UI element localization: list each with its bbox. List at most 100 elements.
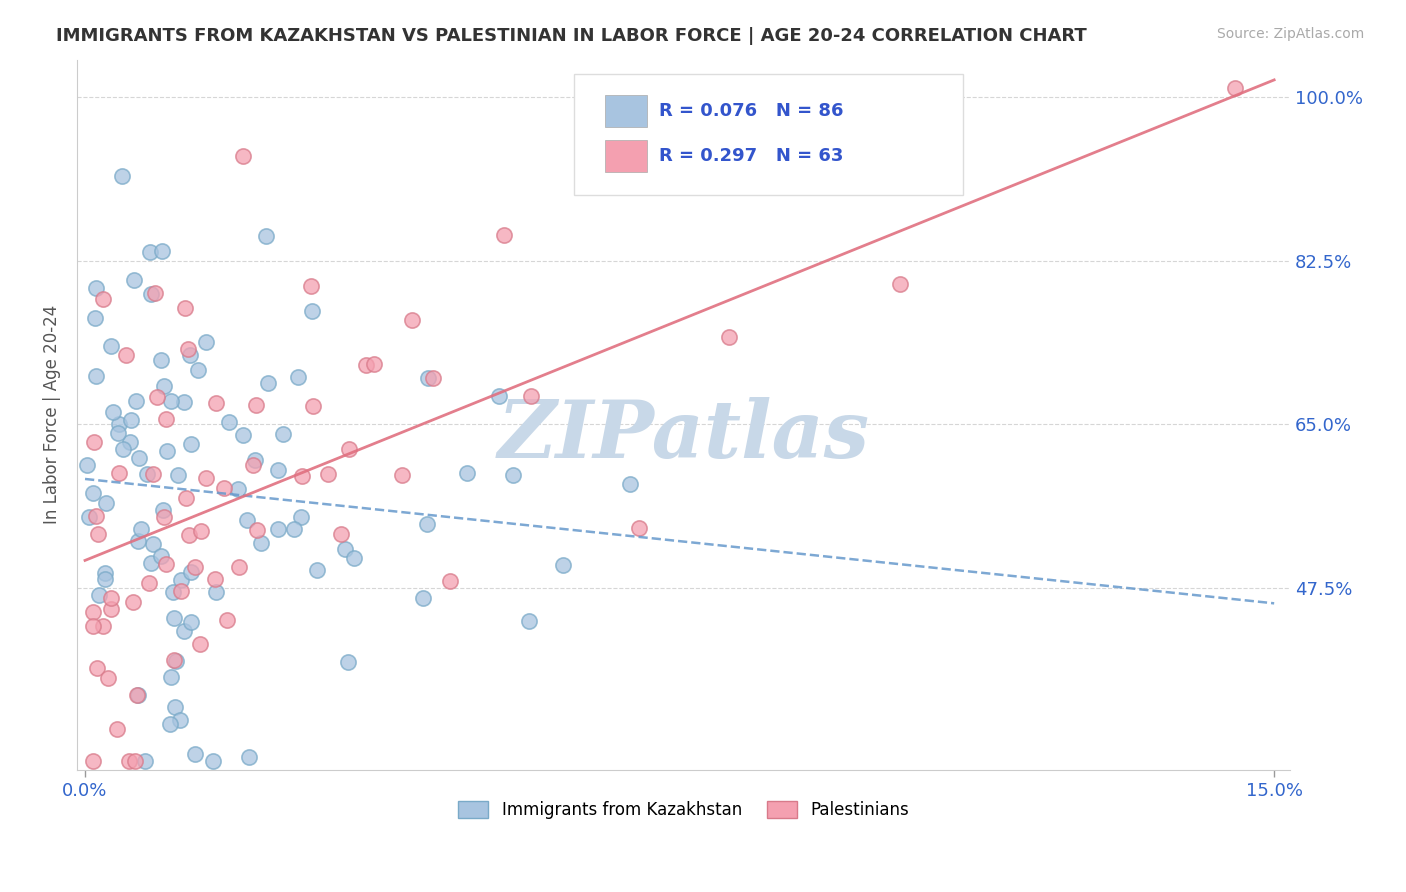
Point: [139, 556, 162, 570]
Point: [553, 558, 575, 572]
Point: [111, 169, 134, 183]
Point: [337, 442, 360, 456]
Point: [202, 754, 225, 768]
Point: [204, 573, 226, 587]
Point: [245, 398, 267, 412]
Point: [283, 522, 305, 536]
Point: [195, 335, 218, 350]
Point: [173, 301, 195, 315]
Point: [153, 379, 176, 393]
Point: [94, 573, 117, 587]
Point: [257, 376, 280, 390]
Point: [86, 661, 108, 675]
Text: R = 0.297   N = 63: R = 0.297 N = 63: [659, 146, 844, 164]
Point: [488, 389, 510, 403]
Point: [302, 399, 325, 413]
Point: [76, 458, 98, 473]
Point: [290, 469, 312, 483]
Point: [82, 486, 104, 500]
Legend: Immigrants from Kazakhstan, Palestinians: Immigrants from Kazakhstan, Palestinians: [451, 794, 915, 826]
Point: [336, 655, 359, 669]
Point: [333, 541, 356, 556]
Point: [236, 513, 259, 527]
Point: [416, 370, 439, 384]
Point: [1223, 80, 1246, 95]
Point: [127, 688, 149, 702]
Point: [628, 520, 651, 534]
Point: [163, 700, 186, 714]
Point: [190, 524, 212, 539]
Point: [108, 417, 131, 431]
Point: [170, 584, 193, 599]
Point: [717, 329, 740, 343]
Point: [83, 434, 105, 449]
Point: [150, 549, 173, 563]
Point: [184, 747, 207, 761]
Point: [114, 348, 136, 362]
Point: [120, 413, 142, 427]
Bar: [605, 139, 647, 172]
Point: [155, 557, 177, 571]
Point: [163, 653, 186, 667]
Point: [145, 390, 167, 404]
Point: [179, 348, 201, 362]
Point: [107, 426, 129, 441]
Point: [226, 482, 249, 496]
Point: [91, 292, 114, 306]
Point: [77, 510, 100, 524]
Text: IMMIGRANTS FROM KAZAKHSTAN VS PALESTINIAN IN LABOR FORCE | AGE 20-24 CORRELATION: IMMIGRANTS FROM KAZAKHSTAN VS PALESTINIA…: [56, 27, 1087, 45]
Point: [416, 517, 439, 532]
Point: [94, 566, 117, 581]
Point: [150, 244, 173, 259]
Bar: [605, 95, 647, 127]
Point: [118, 754, 141, 768]
Text: ZIPatlas: ZIPatlas: [498, 397, 870, 475]
Point: [166, 468, 188, 483]
Point: [118, 435, 141, 450]
Point: [218, 416, 240, 430]
Point: [82, 618, 104, 632]
Point: [271, 426, 294, 441]
Point: [194, 471, 217, 485]
Point: [153, 510, 176, 524]
Point: [517, 614, 540, 628]
Point: [165, 654, 187, 668]
Point: [245, 523, 267, 537]
Point: [187, 363, 209, 377]
FancyBboxPatch shape: [575, 74, 963, 194]
Point: [160, 670, 183, 684]
Point: [619, 476, 641, 491]
Point: [141, 286, 163, 301]
Point: [82, 754, 104, 768]
Point: [139, 244, 162, 259]
Point: [94, 495, 117, 509]
Point: [889, 277, 911, 292]
Text: R = 0.076   N = 86: R = 0.076 N = 86: [659, 102, 844, 120]
Point: [86, 281, 108, 295]
Point: [217, 613, 239, 627]
Point: [134, 754, 156, 768]
Point: [143, 286, 166, 301]
Point: [228, 560, 250, 574]
Point: [84, 369, 107, 384]
Point: [412, 591, 434, 605]
Point: [232, 428, 254, 442]
Point: [100, 602, 122, 616]
Point: [343, 551, 366, 566]
Point: [307, 564, 329, 578]
Point: [267, 522, 290, 536]
Point: [456, 466, 478, 480]
Point: [519, 388, 541, 402]
Point: [177, 342, 200, 356]
Point: [152, 503, 174, 517]
Point: [354, 358, 377, 372]
Point: [174, 491, 197, 505]
Point: [159, 717, 181, 731]
Point: [290, 510, 312, 524]
Point: [250, 535, 273, 549]
Point: [494, 227, 516, 242]
Point: [401, 313, 423, 327]
Point: [205, 585, 228, 599]
Point: [100, 339, 122, 353]
Point: [188, 637, 211, 651]
